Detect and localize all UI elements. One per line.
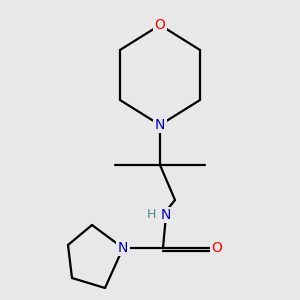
Text: O: O (154, 18, 165, 32)
Text: N: N (155, 118, 165, 132)
Text: N: N (161, 208, 171, 222)
Text: N: N (118, 241, 128, 255)
Text: O: O (212, 241, 222, 255)
Text: H: H (146, 208, 156, 221)
